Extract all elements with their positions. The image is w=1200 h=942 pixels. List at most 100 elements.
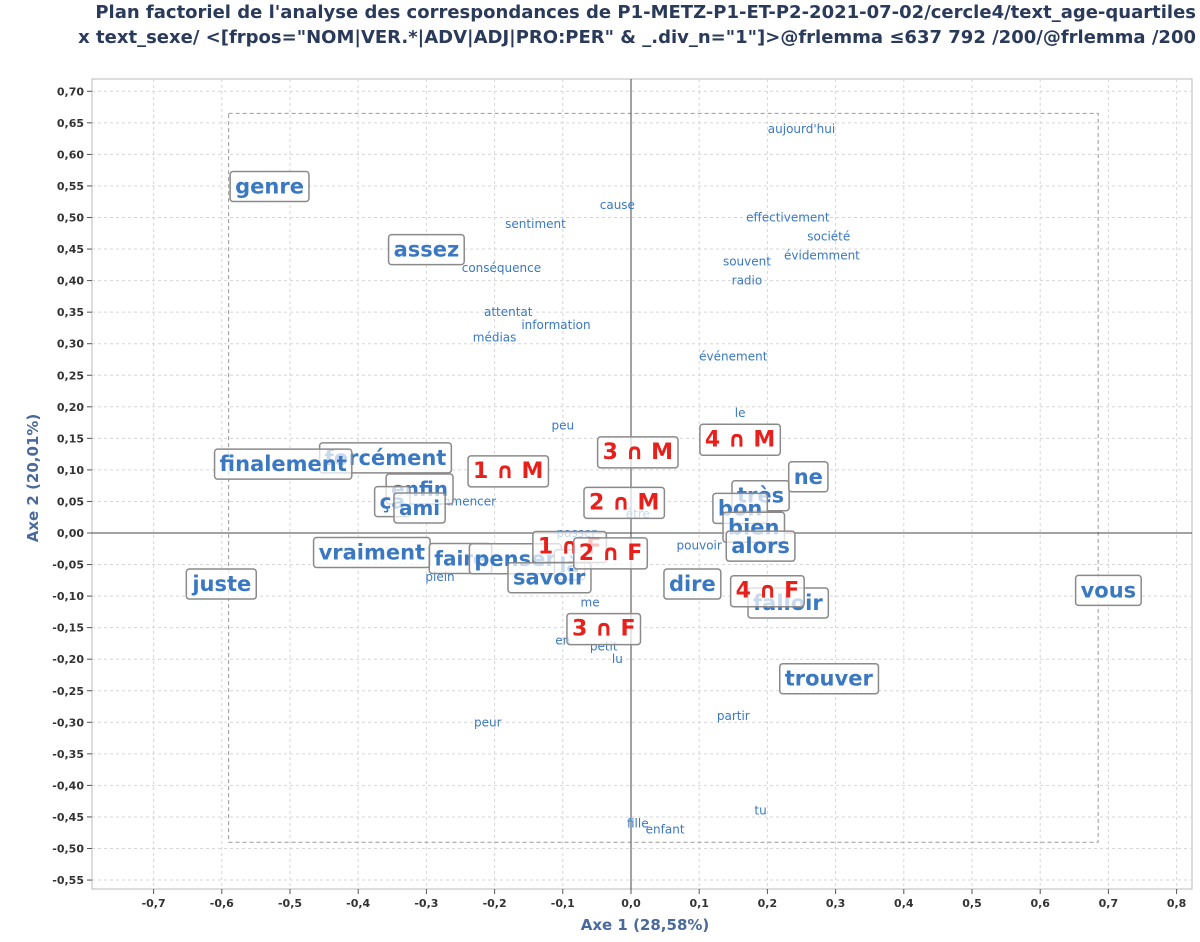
- y-tick-label: 0,60: [57, 148, 84, 161]
- modality: 1 ∩ M: [467, 455, 550, 488]
- y-tick-label: -0,05: [52, 559, 84, 572]
- word-label: médias: [473, 330, 517, 344]
- y-tick-label: -0,35: [52, 748, 84, 761]
- word-label: tu: [754, 804, 766, 818]
- y-tick-label: 0,00: [57, 527, 84, 540]
- word-label: événement: [699, 349, 768, 363]
- modality: 2 ∩ F: [573, 537, 649, 570]
- boxed-word-text: vraiment: [319, 540, 426, 564]
- axes: [87, 79, 1192, 894]
- boxed-word-box: [185, 568, 258, 600]
- x-tick-label: -0,6: [210, 897, 234, 910]
- modality-labels: 4 ∩ M3 ∩ M1 ∩ M2 ∩ M1 ∩ F2 ∩ F3 ∩ F4 ∩ F: [467, 423, 805, 646]
- x-tick-label: -0,3: [414, 897, 438, 910]
- modality-box: [573, 537, 649, 570]
- boxed-word: alors: [725, 530, 796, 562]
- y-tick-label: -0,25: [52, 685, 84, 698]
- boxed-word-text: genre: [235, 175, 304, 199]
- modality-text: 4 ∩ M: [705, 427, 775, 452]
- x-axis-label: Axe 1 (28,58%): [581, 916, 710, 934]
- y-axis-label: Axe 2 (20,01%): [24, 414, 42, 543]
- boxed-word: ami: [393, 492, 446, 524]
- x-tick-label: 0,2: [758, 897, 778, 910]
- boxed-word-box: [778, 662, 880, 695]
- boxed-word: savoir: [507, 561, 592, 594]
- boxed-word: dire: [663, 568, 722, 600]
- boxed-word: vous: [1074, 574, 1142, 607]
- word-label: peu: [551, 419, 574, 433]
- word-label: information: [521, 318, 590, 332]
- x-tick-label: -0,7: [142, 897, 166, 910]
- word-label: souvent: [723, 255, 771, 269]
- y-tick-label: 0,10: [57, 464, 84, 477]
- word-label: lu: [612, 652, 623, 666]
- modality: 2 ∩ M: [583, 486, 666, 520]
- boxed-word: finalement: [213, 448, 353, 480]
- boxed-word-box: [1074, 574, 1142, 607]
- modality-text: 1 ∩ M: [473, 459, 543, 484]
- boxed-word-text: trouver: [785, 667, 874, 691]
- boxed-word-box: [663, 568, 722, 600]
- word-label: pouvoir: [677, 539, 722, 553]
- word-label: effectivement: [746, 211, 830, 225]
- tick-labels: -0,7 -0,6 -0,5 -0,4 -0,3 -0,2 -0,1 0,0 0,1 0,2 0,3…: [52, 85, 1186, 910]
- boxed-word-text: ne: [794, 465, 823, 489]
- chart-title: Plan factoriel de l'analyse des correspo…: [0, 0, 1196, 50]
- y-tick-label: -0,30: [52, 716, 84, 729]
- modality: 3 ∩ F: [566, 612, 642, 646]
- boxed-word-box: [229, 170, 310, 203]
- modality: 4 ∩ M: [699, 423, 782, 457]
- y-tick-label: 0,35: [57, 306, 84, 319]
- y-tick-label: 0,45: [57, 243, 84, 256]
- word-label: attentat: [484, 305, 533, 319]
- y-tick-label: -0,20: [52, 653, 84, 666]
- modality: 4 ∩ F: [729, 574, 805, 608]
- boxed-word-box: [725, 530, 796, 562]
- modality-text: 2 ∩ F: [579, 541, 643, 566]
- boxed-word-text: assez: [394, 238, 460, 262]
- grid: [91, 78, 1193, 890]
- boxed-word-text: dire: [669, 572, 716, 596]
- y-tick-label: 0,20: [57, 401, 84, 414]
- plot-area: [91, 78, 1193, 890]
- boxed-word: ne: [787, 461, 829, 493]
- y-tick-label: 0,55: [57, 180, 84, 193]
- y-tick-label: 0,65: [57, 117, 84, 130]
- word-label: sentiment: [505, 217, 566, 231]
- modality-box: [729, 574, 805, 608]
- x-tick-label: -0,5: [278, 897, 302, 910]
- boxed-word-box: [393, 492, 446, 524]
- word-label: partir: [717, 709, 750, 723]
- modality-box: [596, 436, 679, 469]
- word-label: fille: [627, 816, 649, 830]
- y-tick-label: -0,40: [52, 779, 84, 792]
- boxed-word-text: juste: [191, 572, 251, 596]
- y-tick-label: 0,05: [57, 495, 84, 508]
- modality-box: [467, 455, 550, 488]
- y-tick-label: 0,15: [57, 432, 84, 445]
- boxed-word: genre: [229, 170, 310, 203]
- modality-text: 3 ∩ F: [572, 617, 636, 642]
- y-tick-label: -0,50: [52, 843, 84, 856]
- y-tick-label: 0,25: [57, 369, 84, 382]
- word-label: cause: [600, 198, 635, 212]
- boxed-word-text: vous: [1081, 578, 1137, 602]
- y-tick-label: 0,70: [57, 85, 84, 98]
- y-tick-label: -0,55: [52, 874, 84, 887]
- boxed-word-box: [387, 233, 465, 266]
- y-tick-label: 0,30: [57, 338, 84, 351]
- chart-title-line1: Plan factoriel de l'analyse des correspo…: [95, 2, 1196, 23]
- modality-text: 2 ∩ M: [589, 490, 659, 515]
- y-tick-label: 0,40: [57, 275, 84, 288]
- boxed-word-labels: genreassezforcémentfinalementenfinçaamiv…: [185, 170, 1142, 695]
- modality-text: 3 ∩ M: [603, 440, 673, 465]
- word-label: peur: [474, 715, 502, 729]
- x-tick-label: 0,3: [826, 897, 846, 910]
- modality: 3 ∩ M: [596, 436, 679, 469]
- boxed-word-text: finalement: [220, 452, 347, 476]
- x-tick-label: 0,7: [1099, 897, 1119, 910]
- chart-title-line2: x text_sexe/ <[frpos="NOM|VER.*|ADV|ADJ|…: [78, 27, 1196, 48]
- boxed-word-text: savoir: [513, 566, 586, 590]
- word-label: conséquence: [462, 261, 541, 275]
